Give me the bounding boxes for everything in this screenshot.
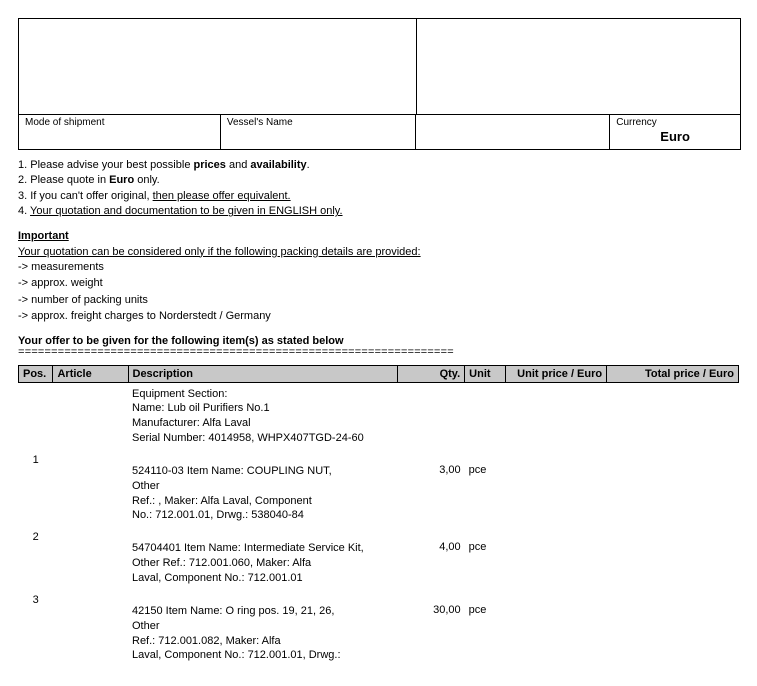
- items-table: Pos. Article Description Qty. Unit Unit …: [18, 365, 739, 668]
- table-row: 2 54704401 Item Name: Intermediate Servi…: [19, 527, 739, 590]
- header-box: [18, 18, 741, 115]
- r2-d4: Laval, Component No.: 712.001.01, Drwg.:: [132, 648, 394, 663]
- equipment-row: Equipment Section: Name: Lub oil Purifie…: [19, 382, 739, 450]
- r2-d1: 42150 Item Name: O ring pos. 19, 21, 26,: [132, 604, 394, 619]
- desc-3: 42150 Item Name: O ring pos. 19, 21, 26,…: [128, 590, 398, 667]
- unit-2: pce: [465, 527, 506, 590]
- i1-b: measurements: [31, 261, 104, 273]
- r2-d2: Other: [132, 619, 394, 634]
- n1-b1: prices: [194, 159, 226, 171]
- important-title: Important: [18, 230, 739, 242]
- th-pos: Pos.: [19, 365, 53, 382]
- n4-pre: 4.: [18, 205, 30, 217]
- note-3: 3. If you can't offer original, then ple…: [18, 189, 739, 204]
- vessel-label: Vessel's Name: [227, 117, 293, 128]
- th-unit: Unit: [465, 365, 506, 382]
- n2-post: only.: [134, 174, 159, 186]
- n3-u: then please offer equivalent.: [153, 190, 291, 202]
- n4-u: Your quotation and documentation to be g…: [30, 205, 343, 217]
- mode-label: Mode of shipment: [25, 117, 105, 128]
- n1-b2: availability: [250, 159, 306, 171]
- n3-pre: 3. If you can't offer original,: [18, 190, 153, 202]
- table-header-row: Pos. Article Description Qty. Unit Unit …: [19, 365, 739, 382]
- n1-mid: and: [226, 159, 250, 171]
- th-qty: Qty.: [398, 365, 465, 382]
- header-right-cell: [417, 19, 740, 114]
- r0-d3: Ref.: , Maker: Alfa Laval, Component: [132, 494, 394, 509]
- unit-1: pce: [465, 450, 506, 527]
- note-1: 1. Please advise your best possible pric…: [18, 158, 739, 173]
- imp-3: -> number of packing units: [18, 292, 739, 309]
- table-row: 3 42150 Item Name: O ring pos. 19, 21, 2…: [19, 590, 739, 667]
- notes-block: 1. Please advise your best possible pric…: [18, 158, 739, 220]
- qty-3: 30,00: [398, 590, 465, 667]
- important-list: -> measurements -> approx. weight -> num…: [18, 259, 739, 325]
- r1-d1: 54704401 Item Name: Intermediate Service…: [132, 541, 394, 556]
- qty-1: 3,00: [398, 450, 465, 527]
- n2-pre: 2. Please quote in: [18, 174, 109, 186]
- header-left-cell: [19, 19, 417, 114]
- th-total-price: Total price / Euro: [607, 365, 739, 382]
- desc-1: 524110-03 Item Name: COUPLING NUT, Other…: [128, 450, 398, 527]
- r0-d1: 524110-03 Item Name: COUPLING NUT,: [132, 464, 394, 479]
- pos-3: 3: [19, 590, 53, 667]
- eq-l3: Manufacturer: Alfa Laval: [132, 416, 394, 431]
- imp-4: -> approx. freight charges to Nordersted…: [18, 308, 739, 325]
- i1-pre: ->: [18, 261, 31, 273]
- r1-d2: Other Ref.: 712.001.060, Maker: Alfa: [132, 556, 394, 571]
- divider-line: ========================================…: [18, 347, 739, 359]
- important-lead: Your quotation can be considered only if…: [18, 246, 739, 258]
- offer-line: Your offer to be given for the following…: [18, 335, 739, 347]
- eq-l1: Equipment Section:: [132, 387, 394, 402]
- th-unit-price: Unit price / Euro: [505, 365, 606, 382]
- r2-qty: 30,00: [433, 604, 461, 616]
- n1-pre: 1. Please advise your best possible: [18, 159, 194, 171]
- n1-post: .: [307, 159, 310, 171]
- th-description: Description: [128, 365, 398, 382]
- mode-cell: Mode of shipment: [19, 115, 221, 149]
- r2-d3: Ref.: 712.001.082, Maker: Alfa: [132, 634, 394, 649]
- eq-l4: Serial Number: 4014958, WHPX407TGD-24-60: [132, 431, 394, 446]
- imp-2: -> approx. weight: [18, 275, 739, 292]
- note-2: 2. Please quote in Euro only.: [18, 173, 739, 188]
- th-article: Article: [53, 365, 128, 382]
- pos-1: 1: [19, 450, 53, 527]
- eq-l2: Name: Lub oil Purifiers No.1: [132, 401, 394, 416]
- r0-qty: 3,00: [439, 464, 460, 476]
- qty-2: 4,00: [398, 527, 465, 590]
- equipment-desc: Equipment Section: Name: Lub oil Purifie…: [128, 382, 398, 450]
- currency-label: Currency: [616, 117, 734, 128]
- imp-1: -> measurements: [18, 259, 739, 276]
- pos-2: 2: [19, 527, 53, 590]
- table-row: 1 524110-03 Item Name: COUPLING NUT, Oth…: [19, 450, 739, 527]
- currency-value: Euro: [616, 129, 734, 144]
- r0-d4: No.: 712.001.01, Drwg.: 538040-84: [132, 508, 394, 523]
- note-4: 4. Your quotation and documentation to b…: [18, 204, 739, 219]
- r0-unit: pce: [469, 464, 487, 476]
- unit-3: pce: [465, 590, 506, 667]
- gap-cell: [416, 115, 611, 149]
- r1-unit: pce: [469, 541, 487, 553]
- desc-2: 54704401 Item Name: Intermediate Service…: [128, 527, 398, 590]
- header-sub-row: Mode of shipment Vessel's Name Currency …: [18, 115, 741, 150]
- r2-unit: pce: [469, 604, 487, 616]
- r1-qty: 4,00: [439, 541, 460, 553]
- currency-cell: Currency Euro: [610, 115, 740, 149]
- r1-d3: Laval, Component No.: 712.001.01: [132, 571, 394, 586]
- r0-d2: Other: [132, 479, 394, 494]
- n2-b: Euro: [109, 174, 134, 186]
- vessel-cell: Vessel's Name: [221, 115, 416, 149]
